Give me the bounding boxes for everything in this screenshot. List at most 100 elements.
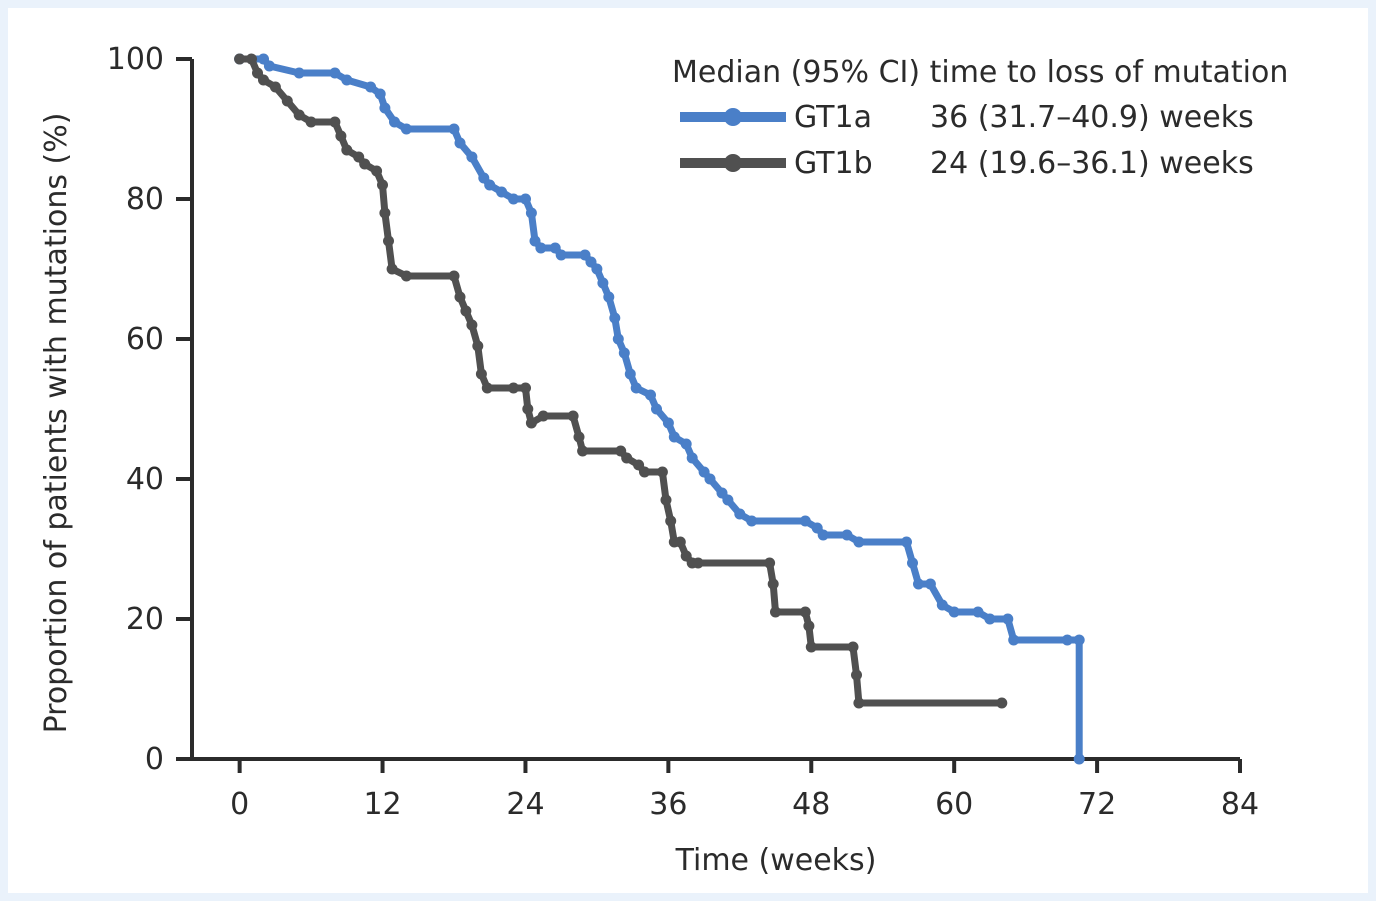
censor-mark <box>621 452 633 464</box>
censor-mark <box>577 445 589 457</box>
censor-mark <box>770 606 781 618</box>
censor-mark <box>841 529 853 541</box>
survival-chart: 0 20 40 60 80 100 0 12 24 36 48 60 72 84 Median (95% … <box>39 42 1288 878</box>
censor-mark <box>656 466 668 478</box>
censor-mark <box>624 368 636 380</box>
series-layer <box>234 53 1085 765</box>
censor-mark <box>692 557 704 569</box>
censor-mark <box>767 578 779 590</box>
censor-mark <box>651 403 662 415</box>
censor-mark <box>662 417 674 429</box>
censor-mark <box>1002 613 1014 625</box>
censor-mark <box>704 473 716 485</box>
censor-mark <box>475 368 487 380</box>
censor-mark <box>803 620 815 632</box>
censor-mark <box>269 81 281 93</box>
censor-mark <box>680 438 692 450</box>
censor-mark <box>817 529 829 541</box>
censor-mark <box>379 102 391 114</box>
x-tick-label: 84 <box>1221 787 1259 822</box>
censor-mark <box>853 536 865 548</box>
censor-mark <box>555 249 567 261</box>
censor-mark <box>853 697 865 709</box>
censor-mark <box>448 123 460 135</box>
censor-mark <box>496 186 508 198</box>
censor-mark <box>448 270 460 282</box>
censor-mark <box>597 277 609 289</box>
censor-mark <box>400 123 412 135</box>
censor-mark <box>639 466 650 478</box>
censor-mark <box>722 494 734 506</box>
censor-mark <box>379 207 391 219</box>
censor-mark <box>508 193 519 205</box>
censor-mark <box>377 179 388 191</box>
x-axis-title: Time (weeks) <box>675 843 877 878</box>
censor-mark <box>389 116 400 128</box>
censor-mark <box>573 431 585 443</box>
series-GT1b <box>234 53 1008 709</box>
x-tick-label: 24 <box>506 787 544 822</box>
censor-mark <box>371 165 383 177</box>
censor-mark <box>341 144 353 156</box>
censor-mark <box>365 81 377 93</box>
censor-mark <box>335 130 347 142</box>
censor-mark <box>341 74 353 86</box>
censor-mark <box>618 347 630 359</box>
censor-mark <box>924 578 936 590</box>
censor-mark <box>293 109 305 121</box>
x-tick-label: 60 <box>935 787 973 822</box>
censor-mark <box>1061 634 1073 646</box>
censor-mark <box>234 53 246 65</box>
axes: 0 20 40 60 80 100 0 12 24 36 48 60 72 84 <box>107 42 1259 822</box>
censor-mark <box>591 263 603 275</box>
censor-mark <box>1008 634 1020 646</box>
censor-mark <box>466 319 478 331</box>
censor-mark <box>972 606 984 618</box>
y-tick-label: 40 <box>126 462 164 497</box>
censor-mark <box>525 417 537 429</box>
x-tick-label: 48 <box>792 787 830 822</box>
censor-mark <box>374 88 386 100</box>
censor-mark <box>686 452 698 464</box>
censor-mark <box>258 74 269 86</box>
censor-mark <box>799 515 811 527</box>
censor-mark <box>847 641 859 653</box>
censor-mark <box>329 116 341 128</box>
censor-mark <box>799 606 811 618</box>
censor-mark <box>734 508 746 520</box>
censor-mark <box>386 263 398 275</box>
censor-mark <box>984 613 996 625</box>
censor-mark <box>901 536 912 548</box>
censor-mark <box>660 494 672 506</box>
x-tick-label: 36 <box>649 787 687 822</box>
censor-mark <box>668 431 680 443</box>
censor-mark <box>535 242 547 254</box>
censor-mark <box>1073 634 1085 646</box>
censor-mark <box>537 410 549 422</box>
censor-mark <box>481 382 493 394</box>
y-tick-label: 60 <box>126 322 164 357</box>
censor-mark <box>948 606 960 618</box>
censor-mark <box>454 137 466 149</box>
censor-mark <box>525 207 537 219</box>
censor-mark <box>936 599 948 611</box>
censor-mark <box>764 557 776 569</box>
censor-mark <box>466 151 478 163</box>
censor-mark <box>603 291 615 303</box>
censor-mark <box>674 536 686 548</box>
legend-marker <box>724 154 742 172</box>
censor-mark <box>907 557 918 569</box>
censor-mark <box>1073 753 1085 765</box>
y-tick-label: 100 <box>107 42 164 77</box>
censor-mark <box>630 382 642 394</box>
legend-marker <box>724 108 742 126</box>
legend-label-GT1a: GT1a <box>794 100 872 135</box>
censor-mark <box>609 312 621 324</box>
x-tick-label: 12 <box>363 787 401 822</box>
censor-mark <box>305 116 317 128</box>
censor-mark <box>472 340 484 352</box>
censor-mark <box>913 578 924 590</box>
censor-mark <box>383 235 394 247</box>
censor-mark <box>520 382 531 394</box>
censor-mark <box>281 95 293 107</box>
